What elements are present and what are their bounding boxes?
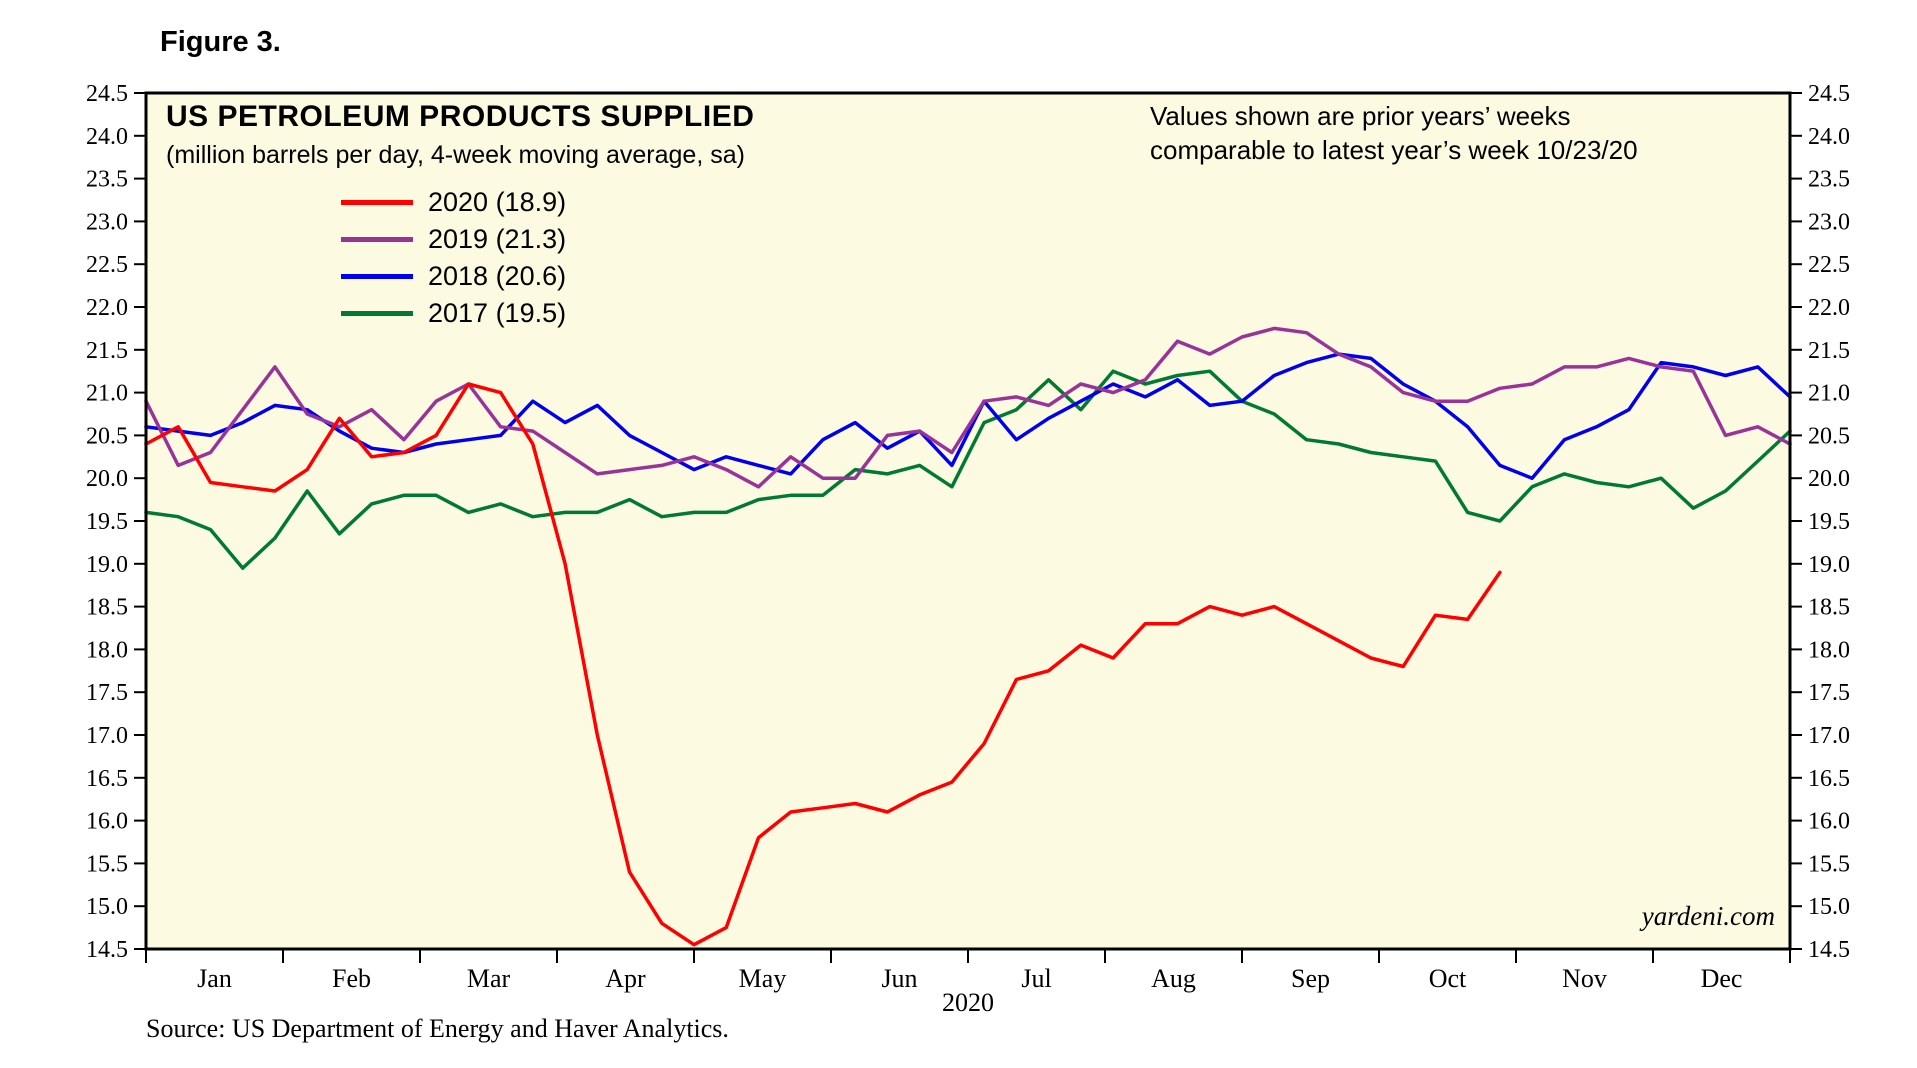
y-axis-tick-label-left: 16.0 — [86, 809, 128, 835]
y-axis-tick-label-left: 21.5 — [86, 338, 128, 364]
x-axis-month-label: Feb — [332, 964, 371, 993]
x-axis-month-label: Sep — [1291, 964, 1330, 993]
legend-label-2019: 2019 (21.3) — [428, 224, 567, 254]
y-axis-tick-label-left: 22.0 — [86, 295, 128, 321]
plot-background — [146, 93, 1790, 949]
legend-swatch-2020 — [341, 200, 413, 205]
series-line-2019 — [144, 326, 1792, 489]
y-axis-tick-label-left: 15.5 — [86, 851, 128, 877]
series-line-2018 — [144, 352, 1792, 480]
legend-label-2018: 2018 (20.6) — [428, 261, 567, 291]
x-axis-month-label: Jun — [881, 964, 917, 993]
legend-item-2019: 2019 (21.3) — [341, 221, 566, 258]
x-axis-month-label: Mar — [467, 964, 511, 993]
x-axis-month-label: Jul — [1021, 964, 1051, 993]
legend-item-2017: 2017 (19.5) — [341, 295, 566, 332]
chart-title: US PETROLEUM PRODUCTS SUPPLIED — [166, 100, 755, 133]
x-axis-month-label: May — [739, 964, 787, 993]
watermark-yardeni: yardeni.com — [1641, 901, 1775, 931]
legend-item-2018: 2018 (20.6) — [341, 258, 566, 295]
annotation-line-1: Values shown are prior years’ weeks — [1150, 101, 1571, 131]
x-axis-month-label: Nov — [1562, 964, 1607, 993]
y-axis-tick-label-left: 21.0 — [86, 381, 128, 407]
y-axis-tick-label-right: 21.5 — [1808, 338, 1850, 364]
y-axis-tick-label-left: 18.0 — [86, 637, 128, 663]
x-axis-month-label: Oct — [1429, 964, 1467, 993]
y-axis-tick-label-right: 17.5 — [1808, 680, 1850, 706]
y-axis-tick-label-right: 22.5 — [1808, 252, 1850, 278]
y-axis-tick-label-right: 16.5 — [1808, 766, 1850, 792]
y-axis-tick-label-left: 20.5 — [86, 423, 128, 449]
y-axis-tick-label-left: 16.5 — [86, 766, 128, 792]
y-axis-tick-label-left: 18.5 — [86, 595, 128, 621]
legend-label-2020: 2020 (18.9) — [428, 187, 567, 217]
y-axis-tick-label-left: 23.5 — [86, 167, 128, 193]
series-line-2017 — [144, 369, 1792, 570]
legend-label-2017: 2017 (19.5) — [428, 298, 567, 328]
x-axis-month-label: Jan — [197, 964, 232, 993]
y-axis-tick-label-left: 15.0 — [86, 894, 128, 920]
legend-item-2020: 2020 (18.9) — [341, 184, 566, 221]
legend: 2020 (18.9) 2019 (21.3) 2018 (20.6) 2017… — [341, 184, 566, 332]
y-axis-tick-label-left: 24.0 — [86, 124, 128, 150]
legend-swatch-2018 — [341, 274, 413, 279]
x-axis-year-label: 2020 — [942, 988, 994, 1017]
source-note: Source: US Department of Energy and Have… — [146, 1014, 729, 1043]
y-axis-tick-label-left: 17.5 — [86, 680, 128, 706]
y-axis-tick-label-right: 20.0 — [1808, 466, 1850, 492]
y-axis-tick-label-left: 19.0 — [86, 552, 128, 578]
y-axis-tick-label-right: 15.0 — [1808, 894, 1850, 920]
annotation-note: Values shown are prior years’ weeks comp… — [1150, 99, 1638, 167]
chart-subtitle: (million barrels per day, 4-week moving … — [166, 141, 745, 169]
y-axis-tick-label-right: 20.5 — [1808, 423, 1850, 449]
y-axis-tick-label-right: 23.5 — [1808, 167, 1850, 193]
y-axis-tick-label-right: 24.5 — [1808, 81, 1850, 107]
y-axis-tick-label-left: 22.5 — [86, 252, 128, 278]
x-axis-month-label: Dec — [1701, 964, 1743, 993]
annotation-line-2: comparable to latest year’s week 10/23/2… — [1150, 135, 1638, 165]
y-axis-tick-label-right: 15.5 — [1808, 851, 1850, 877]
y-axis-tick-label-left: 20.0 — [86, 466, 128, 492]
y-axis-tick-label-left: 17.0 — [86, 723, 128, 749]
y-axis-tick-label-left: 14.5 — [86, 937, 128, 963]
y-axis-tick-label-right: 16.0 — [1808, 809, 1850, 835]
y-axis-tick-label-left: 24.5 — [86, 81, 128, 107]
y-axis-tick-label-right: 21.0 — [1808, 381, 1850, 407]
y-axis-tick-label-right: 19.0 — [1808, 552, 1850, 578]
y-axis-tick-label-left: 19.5 — [86, 509, 128, 535]
legend-swatch-2017 — [341, 311, 413, 316]
y-axis-tick-label-right: 22.0 — [1808, 295, 1850, 321]
y-axis-tick-label-right: 14.5 — [1808, 937, 1850, 963]
x-axis-month-label: Apr — [605, 964, 646, 993]
y-axis-tick-label-left: 23.0 — [86, 209, 128, 235]
y-axis-tick-label-right: 23.0 — [1808, 209, 1850, 235]
legend-swatch-2019 — [341, 237, 413, 242]
figure-label: Figure 3. — [160, 26, 281, 58]
y-axis-tick-label-right: 18.5 — [1808, 595, 1850, 621]
series-line-2020 — [144, 382, 1502, 947]
plot-border — [144, 91, 1792, 951]
x-axis-month-label: Aug — [1151, 964, 1196, 993]
y-axis-tick-label-right: 24.0 — [1808, 124, 1850, 150]
y-axis-tick-label-right: 19.5 — [1808, 509, 1850, 535]
y-axis-tick-label-right: 17.0 — [1808, 723, 1850, 749]
y-axis-tick-label-right: 18.0 — [1808, 637, 1850, 663]
